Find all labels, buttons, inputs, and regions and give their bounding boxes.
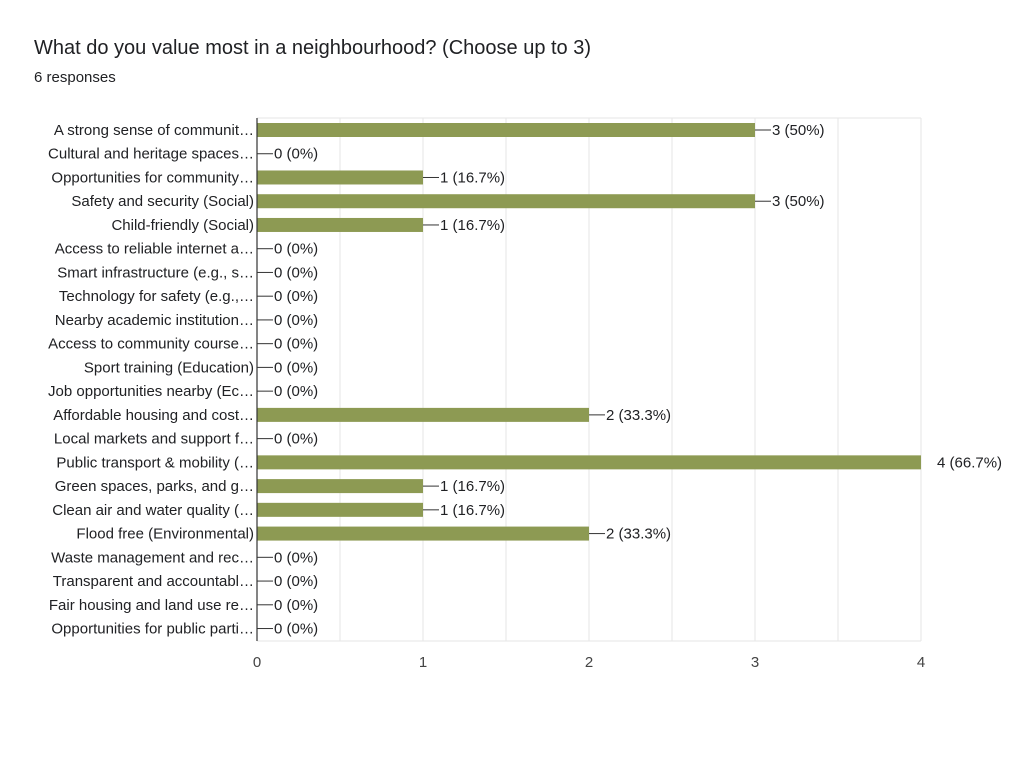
question-title: What do you value most in a neighbourhoo… xyxy=(34,37,592,59)
bar xyxy=(257,407,589,422)
data-label: 1 (16.7%) xyxy=(440,478,505,495)
category-label: Affordable housing and cost… xyxy=(53,407,254,424)
category-label: Clean air and water quality (… xyxy=(52,502,254,519)
category-label: Opportunities for community… xyxy=(51,169,254,186)
data-label: 0 (0%) xyxy=(274,431,318,448)
category-label: Access to reliable internet a… xyxy=(55,241,254,258)
data-label: 2 (33.3%) xyxy=(606,407,671,424)
category-label: Technology for safety (e.g.,… xyxy=(59,288,254,305)
data-label: 0 (0%) xyxy=(274,383,318,400)
category-label: Safety and security (Social) xyxy=(71,193,254,210)
data-label: 4 (66.7%) xyxy=(937,454,1002,471)
bar xyxy=(257,123,755,137)
category-label: Local markets and support f… xyxy=(54,431,254,448)
bar xyxy=(257,455,921,470)
bar xyxy=(257,502,423,517)
responses-count: 6 responses xyxy=(34,69,116,86)
data-label: 0 (0%) xyxy=(274,573,318,590)
category-label: Smart infrastructure (e.g., s… xyxy=(57,264,254,281)
category-label: Green spaces, parks, and g… xyxy=(55,478,254,495)
category-label: Access to community course… xyxy=(48,336,254,353)
data-label: 0 (0%) xyxy=(274,359,318,376)
bar xyxy=(257,170,423,185)
category-label: Cultural and heritage spaces… xyxy=(48,146,254,163)
data-label: 3 (50%) xyxy=(772,193,825,210)
data-label: 0 (0%) xyxy=(274,146,318,163)
category-label: Fair housing and land use re… xyxy=(49,597,254,614)
category-label: Child-friendly (Social) xyxy=(111,217,254,234)
data-label: 2 (33.3%) xyxy=(606,526,671,543)
category-label: Flood free (Environmental) xyxy=(76,526,254,543)
bar xyxy=(257,217,423,232)
data-label: 0 (0%) xyxy=(274,312,318,329)
data-label: 0 (0%) xyxy=(274,336,318,353)
category-label: Job opportunities nearby (Ec… xyxy=(48,383,254,400)
x-tick-label: 2 xyxy=(585,654,593,671)
category-label: Nearby academic institution… xyxy=(55,312,254,329)
bar xyxy=(257,479,423,494)
data-label: 0 (0%) xyxy=(274,621,318,638)
data-label: 1 (16.7%) xyxy=(440,502,505,519)
x-tick-label: 0 xyxy=(253,654,261,671)
x-tick-label: 4 xyxy=(917,654,925,671)
category-label: Public transport & mobility (… xyxy=(56,454,254,471)
bar xyxy=(257,526,589,541)
data-label: 0 (0%) xyxy=(274,288,318,305)
category-label: A strong sense of communit… xyxy=(54,122,254,139)
data-label: 3 (50%) xyxy=(772,122,825,139)
category-label: Sport training (Education) xyxy=(84,359,254,376)
x-tick-label: 1 xyxy=(419,654,427,671)
category-label: Waste management and rec… xyxy=(51,549,254,566)
bar xyxy=(257,194,755,209)
data-label: 0 (0%) xyxy=(274,241,318,258)
data-label: 0 (0%) xyxy=(274,264,318,281)
x-tick-label: 3 xyxy=(751,654,759,671)
data-label: 0 (0%) xyxy=(274,549,318,566)
data-label: 1 (16.7%) xyxy=(440,217,505,234)
data-label: 1 (16.7%) xyxy=(440,169,505,186)
data-label: 0 (0%) xyxy=(274,597,318,614)
category-label: Opportunities for public parti… xyxy=(51,621,254,638)
category-label: Transparent and accountabl… xyxy=(53,573,254,590)
